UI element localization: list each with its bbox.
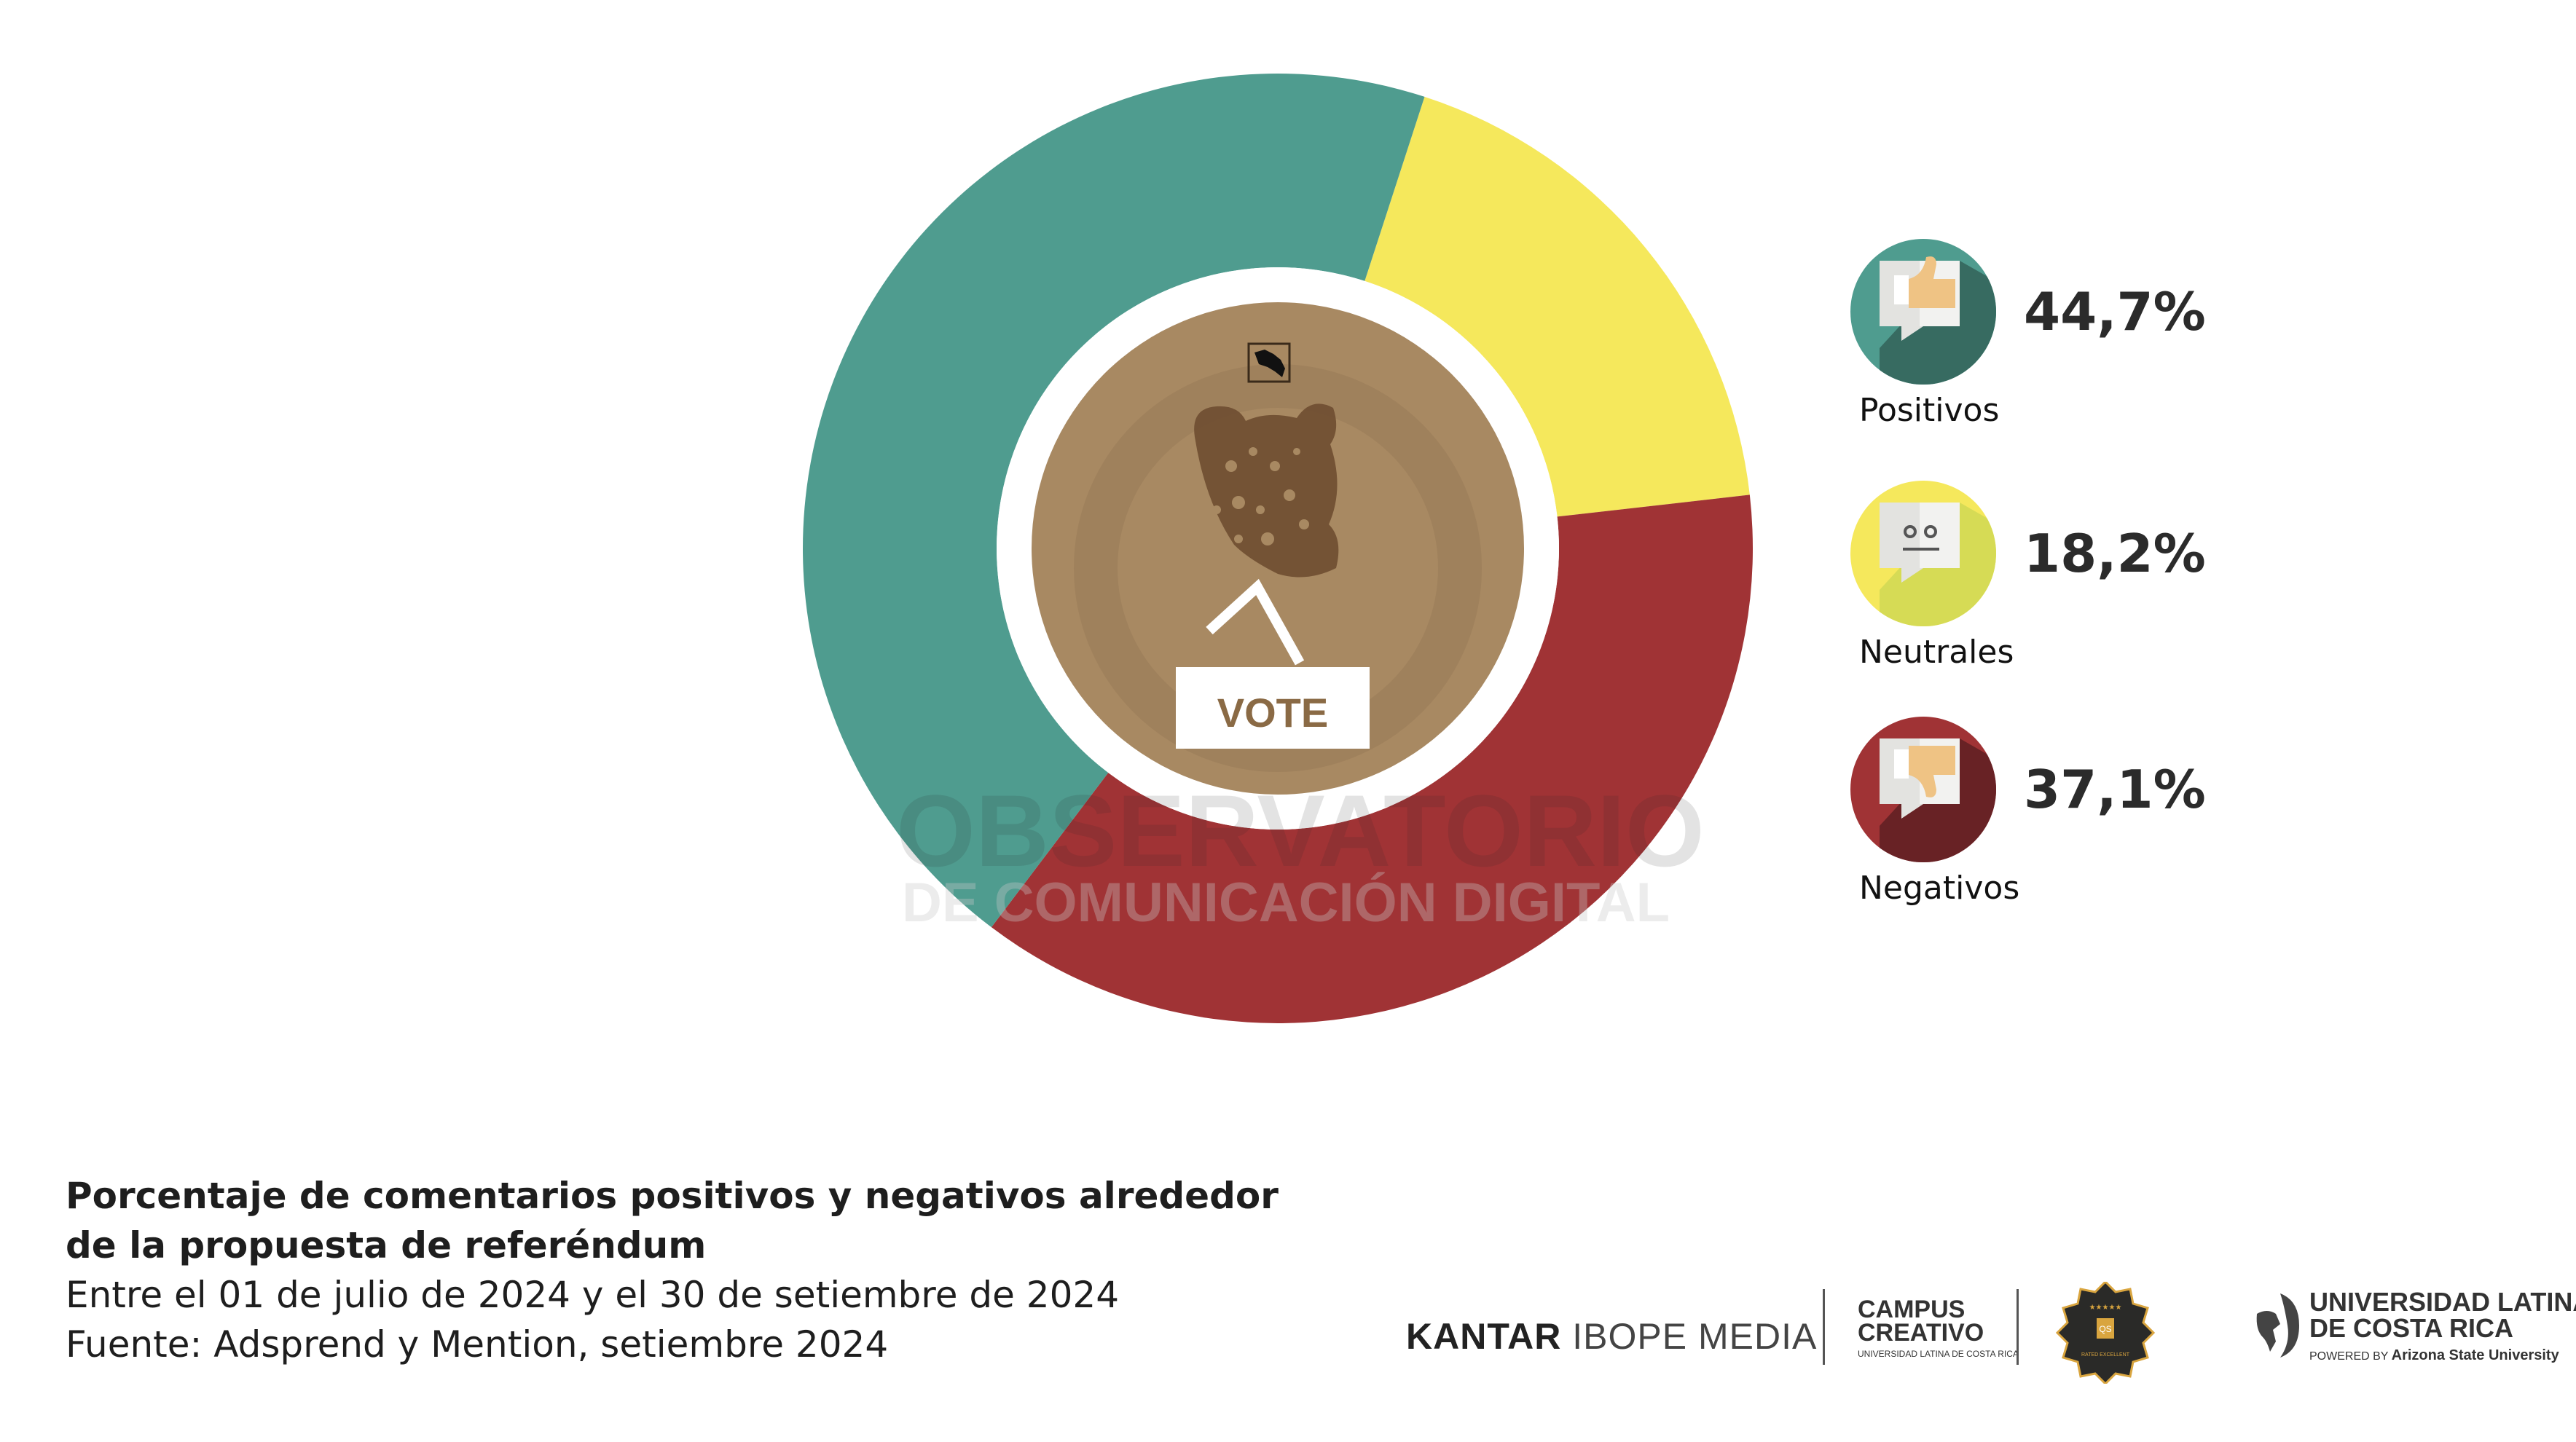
donut-slices bbox=[802, 73, 1753, 1023]
partner-logos: KANTAR IBOPE MEDIA CAMPUS CREATIVO UNIVE… bbox=[1406, 1282, 2576, 1384]
chart-title-line1: Porcentaje de comentarios positivos y ne… bbox=[66, 1175, 1279, 1217]
campus-sub: UNIVERSIDAD LATINA DE COSTA RICA bbox=[1858, 1349, 2019, 1359]
logo-divider bbox=[1823, 1289, 1825, 1365]
svg-text:★★★★★: ★★★★★ bbox=[2089, 1304, 2122, 1312]
donut-slice-positive bbox=[802, 73, 1425, 928]
donut-slice-negative bbox=[991, 495, 1753, 1023]
qs-rated-text: RATED EXCELLENT bbox=[2081, 1352, 2130, 1358]
vote-label: VOTE bbox=[1217, 690, 1328, 736]
thumbs-up-icon bbox=[1850, 239, 1996, 385]
legend-label-positivos: Positivos bbox=[1859, 392, 2000, 429]
universidad-latina-logo: UNIVERSIDAD LATINA DE COSTA RICA POWERED… bbox=[2251, 1289, 2576, 1366]
kantar-text: KANTAR bbox=[1406, 1316, 1562, 1357]
chart-source: Fuente: Adsprend y Mention, setiembre 20… bbox=[66, 1323, 889, 1366]
watermark-subtitle: DE COMUNICACIÓN DIGITAL bbox=[901, 872, 1670, 934]
chart-period: Entre el 01 de julio de 2024 y el 30 de … bbox=[66, 1274, 1120, 1316]
legend-value-negativos: 37,1% bbox=[2024, 759, 2206, 820]
ibope-media-text: IBOPE MEDIA bbox=[1572, 1316, 1818, 1357]
chart-caption: Porcentaje de comentarios positivos y ne… bbox=[66, 1171, 1279, 1369]
ulatina-name: UNIVERSIDAD LATINA DE COSTA RICA bbox=[2309, 1289, 2576, 1341]
campus-line1: CAMPUS bbox=[1858, 1296, 1966, 1323]
qs-text: QS bbox=[2099, 1324, 2111, 1334]
kantar-ibope-logo: KANTAR IBOPE MEDIA bbox=[1406, 1315, 1817, 1358]
ulatina-line2: DE COSTA RICA bbox=[2309, 1313, 2514, 1343]
legend-label-neutrales: Neutrales bbox=[1859, 634, 2014, 671]
neutral-face-icon bbox=[1850, 481, 1996, 626]
qs-rated-excellent-badge: QS RATED EXCELLENT ★★★★★ bbox=[2055, 1282, 2156, 1384]
campus-creativo-logo: CAMPUS CREATIVO UNIVERSIDAD LATINA DE CO… bbox=[1858, 1296, 2019, 1359]
logo-divider bbox=[2017, 1289, 2019, 1365]
watermark-ring bbox=[1074, 364, 1482, 772]
legend-value-neutrales: 18,2% bbox=[2024, 523, 2206, 584]
legend-value-positivos: 44,7% bbox=[2024, 281, 2206, 342]
thumbs-down-icon bbox=[1850, 717, 1996, 862]
ulatina-line1: UNIVERSIDAD LATINA bbox=[2309, 1287, 2576, 1317]
powered-by-asu: POWERED BY Arizona State University bbox=[2309, 1347, 2559, 1364]
powered-by-text: POWERED BY bbox=[2309, 1350, 2389, 1363]
watermark-title: OBSERVATORIO bbox=[896, 773, 1705, 888]
ballot-box-icon: VOTE bbox=[1176, 578, 1370, 749]
donut-slice-neutral bbox=[1364, 96, 1750, 517]
globe-icon bbox=[2256, 1293, 2299, 1358]
costa-rica-map-icon bbox=[1247, 342, 1291, 383]
legend-label-negativos: Negativos bbox=[1859, 870, 2020, 907]
asu-text: Arizona State University bbox=[2391, 1347, 2559, 1363]
legend-item-negativos: 37,1% Negativos bbox=[1850, 717, 2360, 935]
chart-title-line2: de la propuesta de referéndum bbox=[66, 1224, 707, 1266]
legend-item-neutrales: 18,2% Neutrales bbox=[1850, 481, 2360, 699]
legend-item-positivos: 44,7% Positivos bbox=[1850, 239, 2360, 457]
campus-line2: CREATIVO bbox=[1858, 1319, 1984, 1347]
jaguar-head-icon bbox=[1194, 403, 1339, 578]
